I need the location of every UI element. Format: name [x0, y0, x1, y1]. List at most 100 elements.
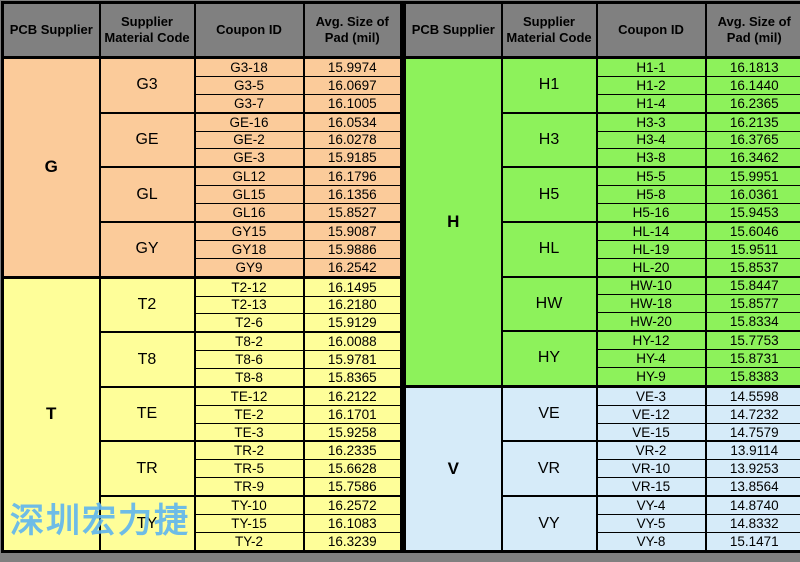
- table-row: G3-5 16.0697: [3, 75, 403, 95]
- pad-size-cell: 15.8383: [704, 366, 800, 387]
- table-row: H5-16 15.9453: [405, 202, 800, 223]
- header-cell: PCB Supplier: [403, 1, 503, 59]
- table-row: HL-20 15.8537: [405, 257, 800, 278]
- pad-size-cell: 14.7232: [704, 404, 800, 424]
- coupon-id-cell: G3-7: [193, 93, 305, 114]
- material-code-cell: H5: [500, 166, 598, 223]
- coupon-id-cell: G3-5: [193, 75, 305, 95]
- coupon-id-cell: GL16: [193, 202, 305, 223]
- pad-size-cell: 15.8447: [704, 275, 800, 296]
- pad-size-cell: 16.2572: [302, 495, 403, 515]
- table-row: T T2 T2-12 16.1495: [1, 275, 403, 553]
- pad-size-cell: 16.0534: [302, 111, 403, 132]
- material-code-cell: VY: [500, 495, 598, 553]
- header-row: PCB Supplier Supplier Material Code Coupon…: [1, 1, 403, 59]
- table-row: H5-8 16.0361: [405, 185, 800, 204]
- table-row: V VE VE-3 14.5598: [403, 384, 800, 553]
- table-row: T2-6 15.9129: [3, 313, 403, 333]
- material-code-cell: HL: [500, 220, 598, 277]
- material-code-cell: HY: [500, 330, 598, 387]
- pad-size-cell: 15.9781: [302, 350, 403, 369]
- coupon-id-cell: VE-15: [595, 422, 707, 442]
- coupon-id-cell: H1-1: [595, 56, 707, 77]
- pad-size-cell: 16.1005: [302, 93, 403, 114]
- coupon-id-cell: H3-8: [595, 148, 707, 168]
- supplier-cell: H: [403, 56, 503, 387]
- coupon-id-cell: GE-16: [193, 111, 305, 132]
- pad-size-cell: 16.0361: [704, 185, 800, 204]
- coupon-id-cell: H3-3: [595, 111, 707, 132]
- table-row: TR-5 15.6628: [3, 459, 403, 479]
- table-row: VE-12 14.7232: [405, 404, 800, 424]
- table-row: T2-13 16.2180: [3, 295, 403, 315]
- coupon-id-cell: T2-13: [193, 295, 305, 315]
- pad-size-cell: 16.2135: [704, 111, 800, 132]
- coupon-id-cell: TR-9: [193, 477, 305, 497]
- table-row: T8-8 15.8365: [3, 367, 403, 388]
- coupon-id-cell: HL-20: [595, 257, 707, 278]
- table-row: HW-18 15.8577: [405, 294, 800, 314]
- table-row: HY-4 15.8731: [405, 349, 800, 368]
- coupon-id-cell: VE-3: [595, 384, 707, 406]
- coupon-id-cell: T2-12: [193, 275, 305, 297]
- table-row: GL GL12 16.1796: [3, 166, 403, 223]
- coupon-id-cell: H5-8: [595, 185, 707, 204]
- table-row: G3-7 16.1005: [3, 93, 403, 114]
- table-row: GL16 15.8527: [3, 202, 403, 223]
- coupon-id-cell: TR-5: [193, 459, 305, 479]
- table-row: TY-15 16.1083: [3, 513, 403, 533]
- pad-size-cell: 15.9185: [302, 148, 403, 168]
- coupon-id-cell: GY15: [193, 220, 305, 241]
- coupon-id-cell: G3-18: [193, 56, 305, 77]
- table-row: TE TE-12 16.2122: [3, 385, 403, 442]
- coupon-id-cell: VE-12: [595, 404, 707, 424]
- supplier-cell: G: [1, 56, 101, 278]
- pad-size-cell: 16.2122: [302, 385, 403, 406]
- pad-size-cell: 15.8731: [704, 349, 800, 368]
- coupon-id-cell: VR-10: [595, 459, 707, 479]
- supplier-cell: V: [403, 384, 503, 553]
- coupon-id-cell: TE-3: [193, 422, 305, 442]
- pad-size-cell: 16.3239: [302, 531, 403, 553]
- table-row: VY-5 14.8332: [405, 513, 800, 533]
- table-row: T8-6 15.9781: [3, 350, 403, 369]
- material-code-cell: GL: [98, 166, 196, 223]
- coupon-id-cell: VR-15: [595, 477, 707, 497]
- coupon-id-cell: GY9: [193, 257, 305, 278]
- pad-size-cell: 15.8334: [704, 312, 800, 332]
- header-row: PCB Supplier Supplier Material Code Coupon…: [403, 1, 800, 59]
- pad-size-cell: 16.0088: [302, 331, 403, 352]
- pad-size-cell: 15.9453: [704, 202, 800, 223]
- header-cell: Coupon ID: [595, 1, 707, 59]
- pad-size-cell: 15.8577: [704, 294, 800, 314]
- table-row: GE-2 16.0278: [3, 130, 403, 150]
- coupon-id-cell: H5-5: [595, 166, 707, 187]
- pad-size-cell: 15.7586: [302, 477, 403, 497]
- pad-size-cell: 16.3462: [704, 148, 800, 168]
- header-cell: Coupon ID: [193, 1, 305, 59]
- material-code-cell: G3: [98, 56, 196, 114]
- material-code-cell: T2: [98, 275, 196, 333]
- pad-size-cell: 13.8564: [704, 477, 800, 497]
- pad-size-cell: 16.2542: [302, 257, 403, 278]
- coupon-id-cell: HY-4: [595, 349, 707, 368]
- pad-size-cell: 16.2180: [302, 295, 403, 315]
- pad-size-table-left: PCB Supplier Supplier Material Code Coupon…: [1, 1, 403, 553]
- table-row: TR TR-2 16.2335: [3, 440, 403, 497]
- coupon-id-cell: TR-2: [193, 440, 305, 461]
- pad-size-cell: 16.1083: [302, 513, 403, 533]
- pad-size-cell: 16.1495: [302, 275, 403, 297]
- coupon-id-cell: T2-6: [193, 313, 305, 333]
- header-cell: Avg. Size of Pad (mil): [302, 1, 403, 59]
- coupon-id-cell: HY-9: [595, 366, 707, 387]
- pad-size-cell: 16.1440: [704, 75, 800, 95]
- pad-size-cell: 14.8740: [704, 495, 800, 515]
- pad-size-cell: 15.8527: [302, 202, 403, 223]
- coupon-id-cell: T8-2: [193, 331, 305, 352]
- material-code-cell: GY: [98, 220, 196, 278]
- coupon-id-cell: VY-5: [595, 513, 707, 533]
- table-row: TE-2 16.1701: [3, 404, 403, 424]
- header-cell: Avg. Size of Pad (mil): [704, 1, 800, 59]
- coupon-id-cell: HW-18: [595, 294, 707, 314]
